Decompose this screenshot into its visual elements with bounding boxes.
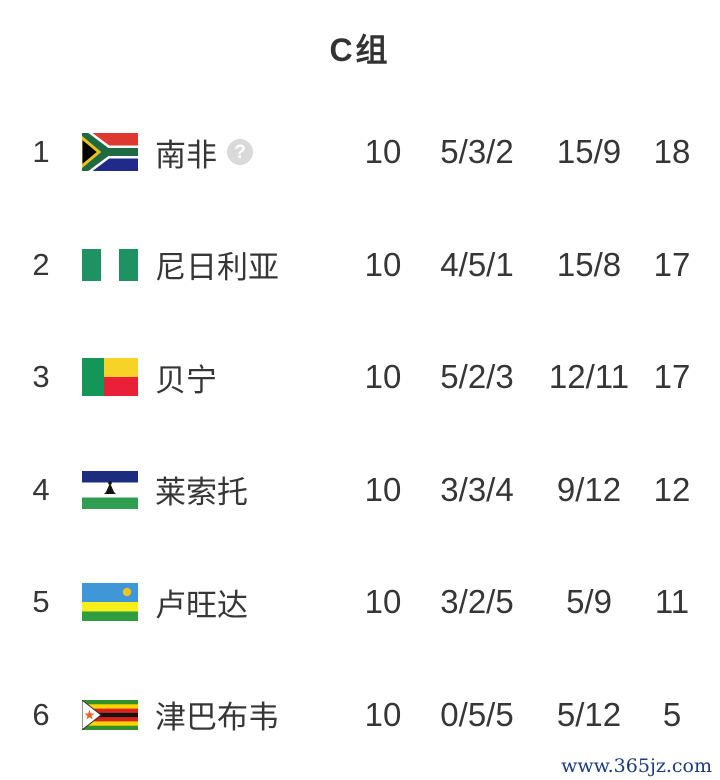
rank-number: 3 — [32, 359, 50, 395]
team-name: 卢旺达 — [155, 587, 248, 623]
flag-benin-icon — [82, 358, 138, 397]
table-row[interactable]: 3 贝宁 10 5/2/3 12/11 17 — [0, 321, 720, 434]
flag-nigeria-icon — [82, 248, 138, 281]
win-draw-loss: 5/3/2 — [440, 133, 514, 171]
matches-played: 10 — [364, 583, 402, 621]
team-name: 津巴布韦 — [155, 700, 279, 736]
page-title: C组 — [329, 32, 391, 68]
standings-table: 1 南非 ? 10 5/3/2 15/9 18 2 尼日利亚 10 4/5/1 … — [0, 96, 720, 771]
win-draw-loss: 5/2/3 — [440, 358, 514, 396]
rank-number: 2 — [32, 246, 50, 282]
goals-for-against: 15/8 — [556, 245, 622, 283]
points: 5 — [662, 695, 682, 733]
flag-lesotho-icon — [82, 470, 138, 509]
goals-for-against: 9/12 — [556, 470, 622, 508]
rank-number: 4 — [32, 471, 50, 507]
page-header: C组 — [0, 0, 720, 96]
points: 11 — [654, 583, 690, 621]
table-row[interactable]: 2 尼日利亚 10 4/5/1 15/8 17 — [0, 209, 720, 322]
team-name: 尼日利亚 — [155, 250, 279, 286]
team-name: 南非 — [155, 137, 217, 173]
table-row[interactable]: 1 南非 ? 10 5/3/2 15/9 18 — [0, 96, 720, 209]
flag-zimbabwe-icon — [82, 699, 138, 730]
points: 17 — [653, 358, 691, 396]
win-draw-loss: 0/5/5 — [440, 695, 514, 733]
win-draw-loss: 4/5/1 — [440, 245, 514, 283]
win-draw-loss: 3/2/5 — [440, 583, 514, 621]
team-name: 莱索托 — [155, 475, 248, 511]
matches-played: 10 — [364, 245, 402, 283]
table-row[interactable]: 5 卢旺达 10 3/2/5 5/9 11 — [0, 546, 720, 659]
rank-number: 1 — [32, 134, 50, 170]
team-name: 贝宁 — [155, 362, 217, 398]
table-row[interactable]: 4 莱索托 10 3/3/4 9/12 12 — [0, 434, 720, 547]
win-draw-loss: 3/3/4 — [440, 470, 514, 508]
help-icon[interactable]: ? — [227, 139, 253, 166]
goals-for-against: 12/11 — [548, 358, 630, 396]
matches-played: 10 — [364, 695, 402, 733]
flag-rwanda-icon — [82, 583, 138, 622]
table-row[interactable]: 6 津巴布韦 10 0/5/5 5/12 5 — [0, 659, 720, 772]
watermark: www.365jz.com — [561, 755, 712, 777]
flag-south-africa-icon — [82, 133, 138, 172]
matches-played: 10 — [364, 133, 402, 171]
rank-number: 5 — [32, 584, 50, 620]
goals-for-against: 5/9 — [566, 583, 612, 621]
matches-played: 10 — [364, 470, 402, 508]
points: 17 — [653, 245, 691, 283]
goals-for-against: 5/12 — [556, 695, 622, 733]
rank-number: 6 — [32, 696, 50, 732]
matches-played: 10 — [364, 358, 402, 396]
goals-for-against: 15/9 — [556, 133, 622, 171]
points: 12 — [653, 470, 691, 508]
points: 18 — [653, 133, 691, 171]
